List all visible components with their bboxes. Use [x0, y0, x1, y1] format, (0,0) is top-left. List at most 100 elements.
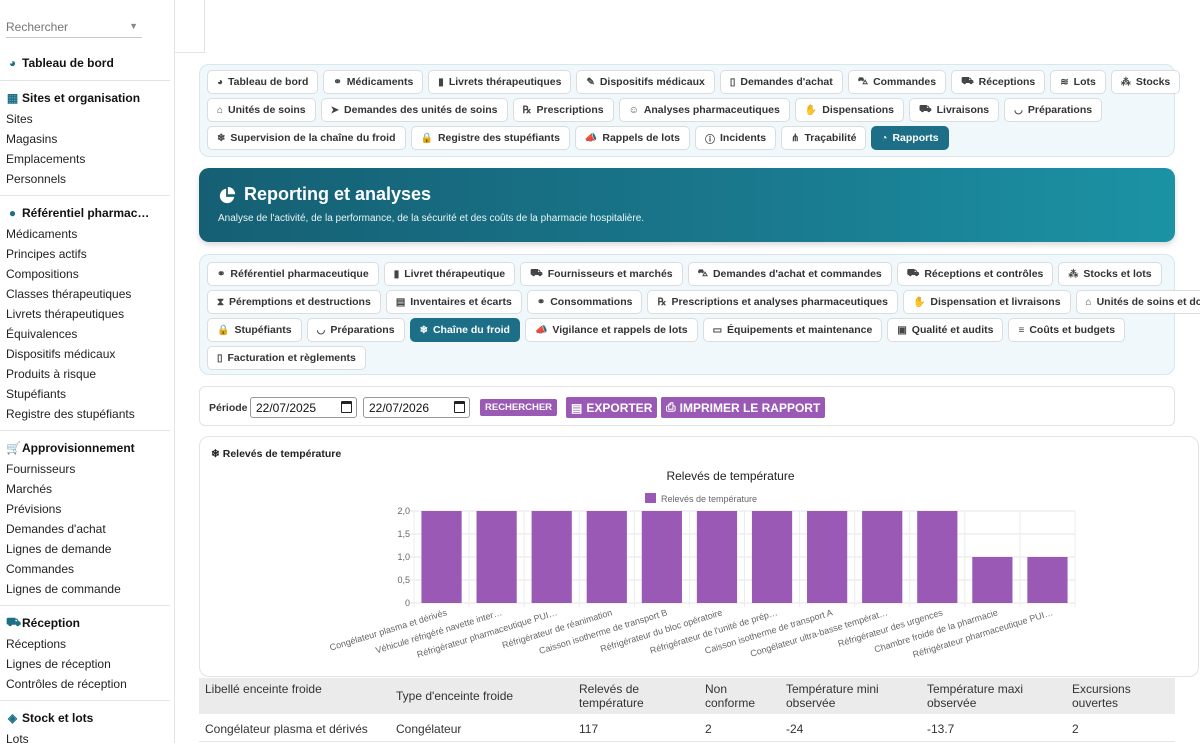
report-nav-chip[interactable]: ❄ Chaîne du froid	[409, 318, 520, 342]
nav-chip[interactable]: ◡ Préparations	[1004, 98, 1103, 122]
sidebar-item[interactable]: Demandes d'achat	[6, 522, 106, 536]
chart-bar	[531, 511, 572, 603]
report-nav-chip[interactable]: ⛟ Réceptions et contrôles	[896, 262, 1054, 286]
sidebar-item[interactable]: Compositions	[6, 267, 79, 281]
sidebar-item[interactable]: Lots	[6, 732, 29, 743]
report-nav-chip[interactable]: ▮ Livret thérapeutique	[383, 262, 516, 286]
sidebar-divider	[0, 195, 170, 196]
nav-chip[interactable]: ⚭ Médicaments	[323, 70, 424, 94]
sidebar-item[interactable]: Fournisseurs	[6, 462, 76, 476]
nav-chip[interactable]: ▮ Livrets thérapeutiques	[428, 70, 572, 94]
table-header-cell[interactable]: Relevés de température	[579, 682, 644, 710]
report-nav-chip[interactable]: ▣ Qualité et audits	[887, 318, 1004, 342]
nav-chip[interactable]: ◔ Rapports	[871, 126, 949, 150]
table-row[interactable]: Congélateur plasma et dérivés Congélateur…	[199, 714, 1175, 742]
sidebar-item[interactable]: Lignes de demande	[6, 542, 112, 556]
chevron-down-icon[interactable]: ▼	[129, 21, 138, 31]
sidebar-item[interactable]: Lignes de commande	[6, 582, 121, 596]
report-nav-chip[interactable]: ⛍ Demandes d'achat et commandes	[687, 262, 892, 286]
sidebar-section-header[interactable]: ⛟ Réception	[0, 612, 170, 634]
report-nav-chip[interactable]: ▤ Inventaires et écarts	[385, 290, 522, 314]
sidebar-item[interactable]: Magasins	[6, 132, 58, 146]
sidebar-item[interactable]: Commandes	[6, 562, 75, 576]
report-nav-chip[interactable]: ⛟ Fournisseurs et marchés	[520, 262, 683, 286]
report-nav-chip[interactable]: ⁂ Stocks et lots	[1058, 262, 1162, 286]
nav-chip[interactable]: ⓘ Incidents	[694, 126, 777, 150]
sidebar-item[interactable]: Principes actifs	[6, 247, 87, 261]
sidebar-item[interactable]: Produits à risque	[6, 367, 97, 381]
sidebar-section-header[interactable]: ▦ Sites et organisation	[0, 87, 170, 109]
nav-chip[interactable]: ➤ Demandes des unités de soins	[320, 98, 508, 122]
nav-chip[interactable]: ⁂ Stocks	[1110, 70, 1181, 94]
calendar-icon[interactable]	[454, 401, 465, 413]
nav-chip[interactable]: ⛟ Réceptions	[951, 70, 1046, 94]
report-nav-chip[interactable]: ◡ Préparations	[306, 318, 405, 342]
report-nav-chip[interactable]: ✋ Dispensation et livraisons	[902, 290, 1071, 314]
nav-chip-label: Réceptions	[978, 76, 1036, 88]
nav-chip[interactable]: ◕ Tableau de bord	[207, 70, 319, 94]
nav-chip[interactable]: ▯ Demandes d'achat	[719, 70, 843, 94]
sidebar-search[interactable]: ▼	[6, 18, 142, 38]
sidebar-item[interactable]: Sites	[6, 112, 33, 126]
report-nav-chip[interactable]: ▭ Équipements et maintenance	[702, 318, 883, 342]
sidebar-item[interactable]: Médicaments	[6, 227, 78, 241]
sidebar-item[interactable]: Équivalences	[6, 327, 78, 341]
sitemap-icon: ⋔	[791, 132, 800, 144]
nav-chip[interactable]: ≋ Lots	[1050, 70, 1106, 94]
sidebar-item[interactable]: Prévisions	[6, 502, 62, 516]
search-input[interactable]	[6, 18, 126, 34]
nav-chip[interactable]: ⌂ Unités de soins	[207, 98, 316, 122]
sidebar-item[interactable]: Personnels	[6, 172, 67, 186]
sidebar-item[interactable]: Dispositifs médicaux	[6, 347, 116, 361]
table-header-cell[interactable]: Température maxi observée	[927, 682, 1024, 710]
calendar-icon[interactable]	[341, 401, 352, 413]
sidebar-item[interactable]: Lignes de réception	[6, 657, 111, 671]
sidebar-item[interactable]: Marchés	[6, 482, 53, 496]
sidebar-section-header[interactable]: ● Référentiel pharmac…	[0, 202, 170, 224]
sidebar-item[interactable]: Classes thérapeutiques	[6, 287, 132, 301]
nav-chip[interactable]: ✎ Dispositifs médicaux	[576, 70, 715, 94]
nav-chip-label: Livrets thérapeutiques	[448, 76, 562, 88]
sidebar-item-dashboard[interactable]: ◕ Tableau de bord	[0, 52, 170, 74]
report-nav-chip[interactable]: ▯ Facturation et règlements	[207, 346, 366, 370]
sidebar-section-header[interactable]: 🛒 Approvisionnement	[0, 437, 170, 459]
print-report-button[interactable]: ⎙ IMPRIMER LE RAPPORT	[661, 397, 826, 418]
table-header-cell[interactable]: Non conforme	[705, 682, 756, 710]
report-nav-chip[interactable]: ℞ Prescriptions et analyses pharmaceutiqu…	[647, 290, 898, 314]
table-header-cell[interactable]: Excursions ouvertes	[1072, 682, 1131, 710]
nav-chip[interactable]: ⛟ Livraisons	[909, 98, 1000, 122]
report-nav-chip[interactable]: 📣 Vigilance et rappels de lots	[524, 318, 698, 342]
report-nav-chip[interactable]: 🔒 Stupéfiants	[207, 318, 302, 342]
nav-chip[interactable]: ✋ Dispensations	[794, 98, 905, 122]
sidebar-item[interactable]: Stupéfiants	[6, 387, 67, 401]
nav-chip[interactable]: ☺ Analyses pharmaceutiques	[618, 98, 790, 122]
sidebar-section-label: Référentiel pharmac…	[22, 206, 150, 220]
sidebar-item[interactable]: Réceptions	[6, 637, 67, 651]
sidebar-item[interactable]: Emplacements	[6, 152, 86, 166]
report-nav-chip[interactable]: ⌂ Unités de soins et dotations	[1075, 290, 1200, 314]
search-button[interactable]: RECHERCHER	[480, 399, 558, 416]
report-nav-chip[interactable]: ≡ Coûts et budgets	[1008, 318, 1126, 342]
sidebar-item[interactable]: Registre des stupéfiants	[6, 407, 135, 421]
truck-loading-icon: ⛟	[961, 75, 974, 87]
table-header-cell[interactable]: Type d'enceinte froide	[396, 689, 514, 703]
report-nav-chip[interactable]: ⚭ Consommations	[526, 290, 643, 314]
nav-chip[interactable]: ❄ Supervision de la chaîne du froid	[207, 126, 406, 150]
table-header-cell[interactable]: Libellé enceinte froide	[205, 682, 322, 696]
nav-chip[interactable]: ℞ Prescriptions	[512, 98, 614, 122]
sidebar-item[interactable]: Livrets thérapeutiques	[6, 307, 125, 321]
book-icon: ▮	[438, 76, 444, 88]
report-nav-chip[interactable]: ⧗ Péremptions et destructions	[207, 290, 381, 314]
report-nav-chip[interactable]: ⚭ Référentiel pharmaceutique	[207, 262, 379, 286]
sidebar-section-header[interactable]: ◈ Stock et lots	[0, 707, 170, 729]
clipboard-icon: ▤	[395, 296, 406, 308]
table-header-cell[interactable]: Température mini observée	[786, 682, 879, 710]
nav-chip[interactable]: ⛍ Commandes	[847, 70, 947, 94]
nav-chip[interactable]: 📣 Rappels de lots	[574, 126, 690, 150]
nav-chip[interactable]: ⋔ Traçabilité	[781, 126, 867, 150]
date-to-input[interactable]: 22/07/2026	[363, 397, 470, 418]
export-button[interactable]: ▤ EXPORTER	[566, 397, 658, 418]
nav-chip[interactable]: 🔒 Registre des stupéfiants	[410, 126, 570, 150]
sidebar-item[interactable]: Contrôles de réception	[6, 677, 127, 691]
date-from-input[interactable]: 22/07/2025	[250, 397, 357, 418]
